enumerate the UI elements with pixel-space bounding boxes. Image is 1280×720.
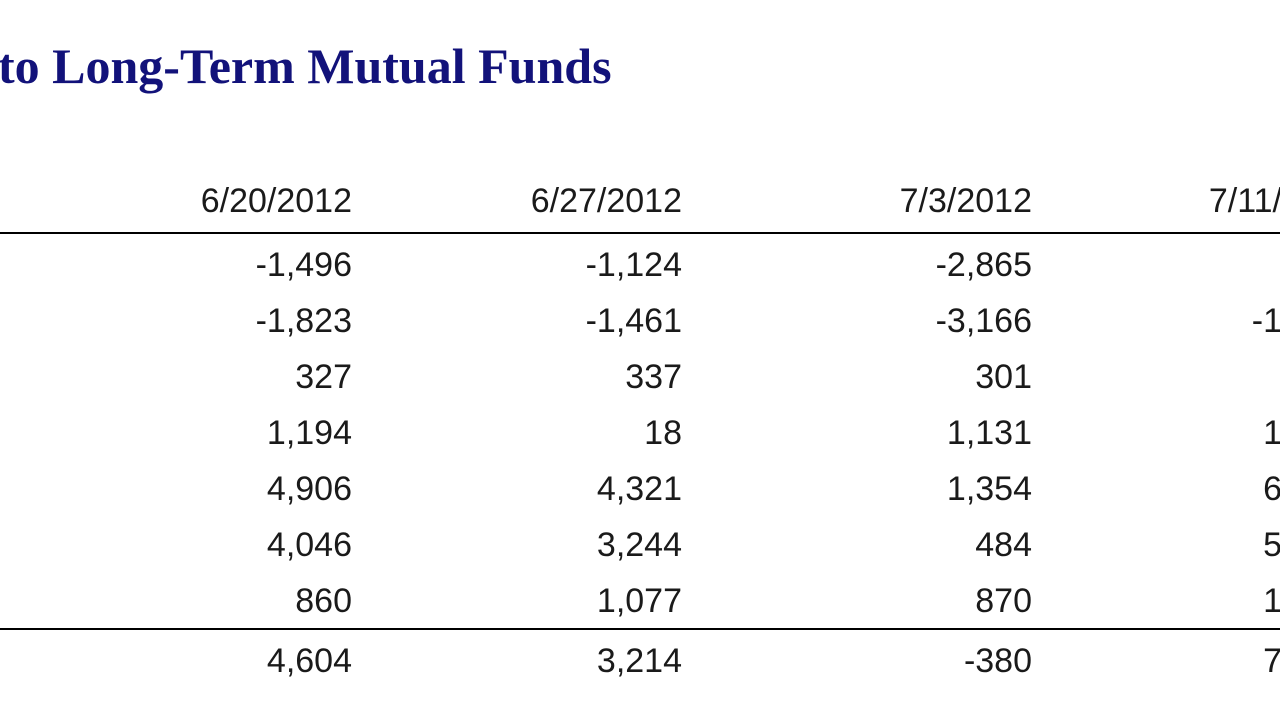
table-cell: 860 [295, 582, 352, 620]
column-header: 6/20/2012 [201, 182, 352, 220]
column-header: 7/11/ [1209, 182, 1280, 220]
table-cell: -1,823 [256, 302, 352, 340]
table-cell: 870 [975, 582, 1032, 620]
table-cell: 7 [1263, 642, 1280, 680]
table-cell: 4,906 [267, 470, 352, 508]
table-cell: 3,244 [597, 526, 682, 564]
table-cell: 1 [1263, 582, 1280, 620]
table-cell: 1,354 [947, 470, 1032, 508]
table-cell: 1,077 [597, 582, 682, 620]
title: to Long-Term Mutual Funds [0, 38, 612, 94]
table-cell: -1,124 [586, 246, 682, 284]
table-cell: -1,496 [256, 246, 352, 284]
table-cell: 1,131 [947, 414, 1032, 452]
table-cell: 6 [1263, 470, 1280, 508]
table-cell: -1,461 [586, 302, 682, 340]
table-cell: 1,194 [267, 414, 352, 452]
table-cell: -380 [964, 642, 1032, 680]
table-cell: 4,604 [267, 642, 352, 680]
table-cell: 484 [975, 526, 1032, 564]
table-cell: 3,214 [597, 642, 682, 680]
column-header: 6/27/2012 [531, 182, 682, 220]
table-cell: 5 [1263, 526, 1280, 564]
table-cell: 4,321 [597, 470, 682, 508]
table-cell: 18 [644, 414, 682, 452]
table-cell: 337 [625, 358, 682, 396]
table-cell: -2,865 [936, 246, 1032, 284]
table-cell: 301 [975, 358, 1032, 396]
table-cell: -3,166 [936, 302, 1032, 340]
column-header: 7/3/2012 [900, 182, 1032, 220]
table-cell: -1 [1252, 302, 1280, 340]
table-cell: 1 [1263, 414, 1280, 452]
table-cells: 6/20/2012 6/27/2012 7/3/2012 7/11/ -1,496 -1,… [201, 182, 1280, 680]
table-cell: 4,046 [267, 526, 352, 564]
table-cell: 327 [295, 358, 352, 396]
